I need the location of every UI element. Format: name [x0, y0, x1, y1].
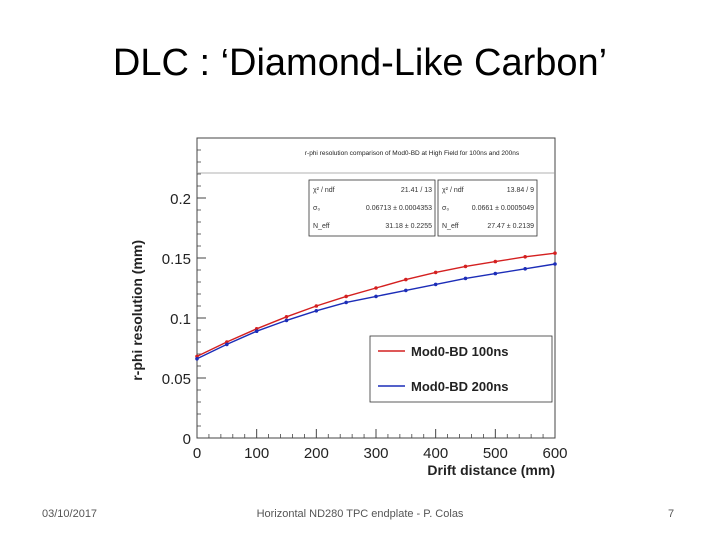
stat-label: σ₀	[442, 205, 449, 212]
chart-title: r-phi resolution comparison of Mod0-BD a…	[305, 150, 520, 157]
legend: Mod0-BD 100ns Mod0-BD 200ns	[369, 335, 553, 403]
stat-box-200ns: χ² / ndf 13.84 / 9 σ₀ 0.0661 ± 0.0005049…	[437, 179, 538, 237]
data-point	[225, 342, 229, 347]
data-point	[344, 300, 348, 305]
x-tick-label: 500	[483, 445, 508, 462]
data-point	[523, 267, 527, 271]
x-tick-label: 600	[542, 445, 567, 462]
stat-value: 0.0661 ± 0.0005049	[472, 205, 534, 212]
x-tick-label: 400	[423, 445, 448, 462]
stat-label: χ² / ndf	[442, 187, 464, 194]
data-point	[493, 259, 498, 264]
stat-label: N_eff	[442, 223, 459, 230]
y-tick-label: 0.1	[170, 311, 191, 328]
x-tick-label: 100	[244, 445, 269, 462]
data-point	[463, 276, 468, 281]
chart-svg: r-phi resolution comparison of Mod0-BD a…	[120, 128, 580, 488]
chart-container: r-phi resolution comparison of Mod0-BD a…	[120, 128, 580, 488]
data-point	[523, 255, 527, 259]
y-tick-label: 0.15	[162, 251, 191, 268]
axes: 0 100 200 300 400 500 600 0 0.05 0.1 0.15 0.2	[162, 149, 568, 462]
data-point	[433, 270, 438, 275]
stat-value: 21.41 / 13	[401, 187, 432, 194]
data-point	[284, 318, 289, 323]
data-point	[195, 357, 199, 361]
stat-value: 27.47 ± 0.2139	[487, 223, 534, 230]
x-tick-label: 0	[193, 445, 201, 462]
y-tick-label: 0.05	[162, 371, 191, 388]
stat-box-frame	[308, 179, 436, 237]
data-point	[493, 271, 498, 276]
data-point	[314, 309, 319, 313]
stat-label: χ² / ndf	[313, 187, 335, 194]
stat-value: 0.06713 ± 0.0004353	[366, 205, 432, 212]
stat-label: N_eff	[313, 223, 330, 230]
legend-frame	[369, 335, 553, 403]
y-tick-label: 0	[183, 431, 191, 448]
x-tick-label: 300	[363, 445, 388, 462]
series-layer	[195, 251, 557, 361]
page-number: 7	[668, 508, 675, 520]
stat-value: 13.84 / 9	[507, 187, 534, 194]
data-point	[314, 304, 319, 308]
legend-label-200ns: Mod0-BD 200ns	[411, 379, 509, 394]
stat-value: 31.18 ± 0.2255	[385, 223, 432, 230]
x-tick-label: 200	[304, 445, 329, 462]
data-point	[374, 286, 378, 290]
data-point	[553, 251, 557, 255]
data-point	[433, 282, 438, 287]
data-point	[254, 329, 259, 333]
stat-box-frame	[437, 179, 538, 237]
data-point	[284, 315, 289, 319]
footer-date: 03/10/2017	[42, 508, 98, 520]
slide-title: DLC : ‘Diamond-Like Carbon’	[112, 42, 608, 84]
legend-label-100ns: Mod0-BD 100ns	[411, 344, 509, 359]
footer-caption: Horizontal ND280 TPC endplate - P. Colas	[256, 508, 464, 520]
y-tick-label: 0.2	[170, 191, 191, 208]
data-point	[463, 264, 468, 269]
stat-label: σ₀	[313, 205, 320, 212]
data-point	[404, 277, 408, 282]
y-axis-label: r-phi resolution (mm)	[129, 240, 145, 381]
x-axis-label: Drift distance (mm)	[427, 462, 555, 478]
stat-box-100ns: χ² / ndf 21.41 / 13 σ₀ 0.06713 ± 0.00043…	[308, 179, 436, 237]
data-point	[374, 294, 378, 299]
data-point	[344, 294, 348, 299]
data-point	[553, 262, 557, 266]
data-point	[404, 288, 408, 293]
